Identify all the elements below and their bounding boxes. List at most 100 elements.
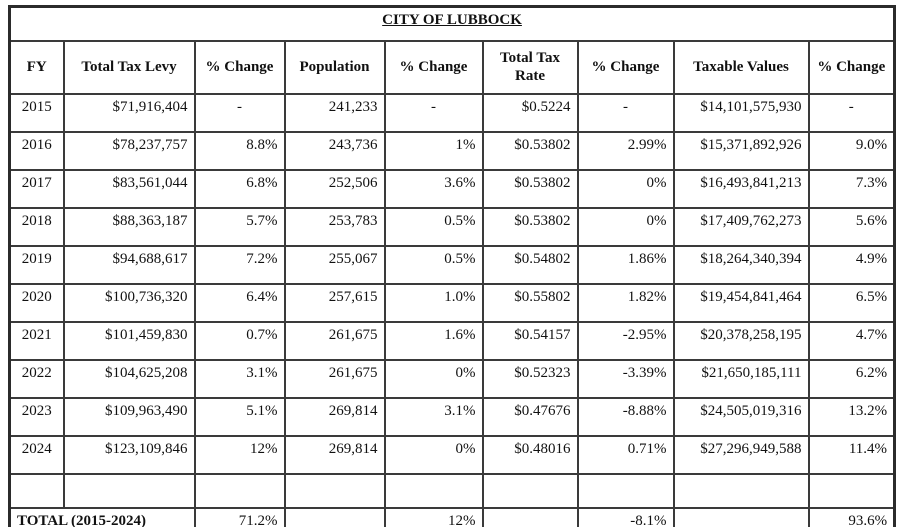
column-header-rate-pct-change: % Change: [576, 40, 675, 95]
cell-population: 255,067: [283, 245, 386, 285]
cell-population-pct-change: 1.6%: [383, 321, 484, 361]
cell-rate-pct-change: -: [576, 93, 675, 133]
total-taxable-values: [672, 507, 810, 527]
cell-taxable-values: $14,101,575,930: [672, 93, 810, 133]
cell-rate-pct-change: -2.95%: [576, 321, 675, 361]
cell-levy-pct-change: 8.8%: [193, 131, 286, 171]
cell-rate-pct-change: -8.88%: [576, 397, 675, 437]
empty-cell: [807, 473, 896, 509]
table-title: CITY OF LUBBOCK: [8, 5, 896, 42]
cell-population: 243,736: [283, 131, 386, 171]
cell-total-tax-rate: $0.53802: [481, 131, 579, 171]
city-of-lubbock-tax-table: CITY OF LUBBOCK FY Total Tax Levy % Chan…: [8, 5, 897, 527]
cell-total-tax-rate: $0.54802: [481, 245, 579, 285]
cell-levy-pct-change: 7.2%: [193, 245, 286, 285]
empty-row: [8, 473, 896, 509]
header-row: FY Total Tax Levy % Change Population % …: [8, 40, 896, 95]
cell-values-pct-change: -: [807, 93, 896, 133]
table-row-2015: 2015 $71,916,404 - 241,233 - $0.5224 - $…: [8, 93, 896, 133]
empty-cell: [481, 473, 579, 509]
total-tax-rate: [481, 507, 579, 527]
cell-total-tax-rate: $0.54157: [481, 321, 579, 361]
table-row-2021: 2021 $101,459,830 0.7% 261,675 1.6% $0.5…: [8, 321, 896, 361]
cell-population-pct-change: 0.5%: [383, 207, 484, 247]
empty-cell: [383, 473, 484, 509]
column-header-fy: FY: [8, 40, 65, 95]
cell-values-pct-change: 7.3%: [807, 169, 896, 209]
cell-rate-pct-change: 0%: [576, 169, 675, 209]
column-header-population-pct-change: % Change: [383, 40, 484, 95]
cell-total-tax-rate: $0.53802: [481, 169, 579, 209]
cell-total-tax-levy: $123,109,846: [62, 435, 196, 475]
cell-values-pct-change: 6.2%: [807, 359, 896, 399]
cell-taxable-values: $24,505,019,316: [672, 397, 810, 437]
cell-population-pct-change: -: [383, 93, 484, 133]
cell-taxable-values: $21,650,185,111: [672, 359, 810, 399]
cell-total-tax-rate: $0.47676: [481, 397, 579, 437]
table-row-2017: 2017 $83,561,044 6.8% 252,506 3.6% $0.53…: [8, 169, 896, 209]
cell-population: 252,506: [283, 169, 386, 209]
cell-total-tax-levy: $71,916,404: [62, 93, 196, 133]
cell-taxable-values: $18,264,340,394: [672, 245, 810, 285]
cell-fy: 2021: [8, 321, 65, 361]
cell-levy-pct-change: 5.1%: [193, 397, 286, 437]
total-population-pct-change: 12%: [383, 507, 484, 527]
total-rate-pct-change: -8.1%: [576, 507, 675, 527]
cell-rate-pct-change: -3.39%: [576, 359, 675, 399]
cell-population-pct-change: 0%: [383, 435, 484, 475]
cell-total-tax-rate: $0.48016: [481, 435, 579, 475]
empty-cell: [576, 473, 675, 509]
cell-total-tax-levy: $94,688,617: [62, 245, 196, 285]
cell-population: 241,233: [283, 93, 386, 133]
cell-total-tax-rate: $0.5224: [481, 93, 579, 133]
cell-total-tax-levy: $88,363,187: [62, 207, 196, 247]
cell-values-pct-change: 9.0%: [807, 131, 896, 171]
total-row-label: TOTAL (2015-2024): [8, 507, 196, 527]
cell-fy: 2018: [8, 207, 65, 247]
cell-population-pct-change: 0.5%: [383, 245, 484, 285]
empty-cell: [193, 473, 286, 509]
cell-rate-pct-change: 2.99%: [576, 131, 675, 171]
table-row-2019: 2019 $94,688,617 7.2% 255,067 0.5% $0.54…: [8, 245, 896, 285]
total-levy-pct-change: 71.2%: [193, 507, 286, 527]
cell-population-pct-change: 0%: [383, 359, 484, 399]
table-row-2020: 2020 $100,736,320 6.4% 257,615 1.0% $0.5…: [8, 283, 896, 323]
column-header-taxable-values: Taxable Values: [672, 40, 810, 95]
cell-levy-pct-change: 3.1%: [193, 359, 286, 399]
cell-population: 269,814: [283, 397, 386, 437]
table-row-2016: 2016 $78,237,757 8.8% 243,736 1% $0.5380…: [8, 131, 896, 171]
empty-cell: [283, 473, 386, 509]
cell-fy: 2024: [8, 435, 65, 475]
total-values-pct-change: 93.6%: [807, 507, 896, 527]
cell-taxable-values: $27,296,949,588: [672, 435, 810, 475]
cell-fy: 2020: [8, 283, 65, 323]
cell-total-tax-levy: $109,963,490: [62, 397, 196, 437]
cell-population: 257,615: [283, 283, 386, 323]
cell-total-tax-levy: $100,736,320: [62, 283, 196, 323]
cell-population-pct-change: 1.0%: [383, 283, 484, 323]
cell-total-tax-rate: $0.55802: [481, 283, 579, 323]
cell-fy: 2016: [8, 131, 65, 171]
empty-cell: [62, 473, 196, 509]
cell-taxable-values: $19,454,841,464: [672, 283, 810, 323]
cell-taxable-values: $16,493,841,213: [672, 169, 810, 209]
cell-population: 261,675: [283, 321, 386, 361]
title-row: CITY OF LUBBOCK: [8, 5, 896, 42]
cell-levy-pct-change: 6.8%: [193, 169, 286, 209]
cell-population-pct-change: 3.6%: [383, 169, 484, 209]
empty-cell: [8, 473, 65, 509]
cell-values-pct-change: 13.2%: [807, 397, 896, 437]
empty-cell: [672, 473, 810, 509]
table-row-2024: 2024 $123,109,846 12% 269,814 0% $0.4801…: [8, 435, 896, 475]
column-header-population: Population: [283, 40, 386, 95]
column-header-levy-pct-change: % Change: [193, 40, 286, 95]
cell-fy: 2023: [8, 397, 65, 437]
cell-fy: 2015: [8, 93, 65, 133]
cell-population: 261,675: [283, 359, 386, 399]
cell-values-pct-change: 4.7%: [807, 321, 896, 361]
cell-population-pct-change: 3.1%: [383, 397, 484, 437]
total-row: TOTAL (2015-2024) 71.2% 12% -8.1% 93.6%: [8, 507, 896, 527]
column-header-total-tax-levy: Total Tax Levy: [62, 40, 196, 95]
table-row-2018: 2018 $88,363,187 5.7% 253,783 0.5% $0.53…: [8, 207, 896, 247]
